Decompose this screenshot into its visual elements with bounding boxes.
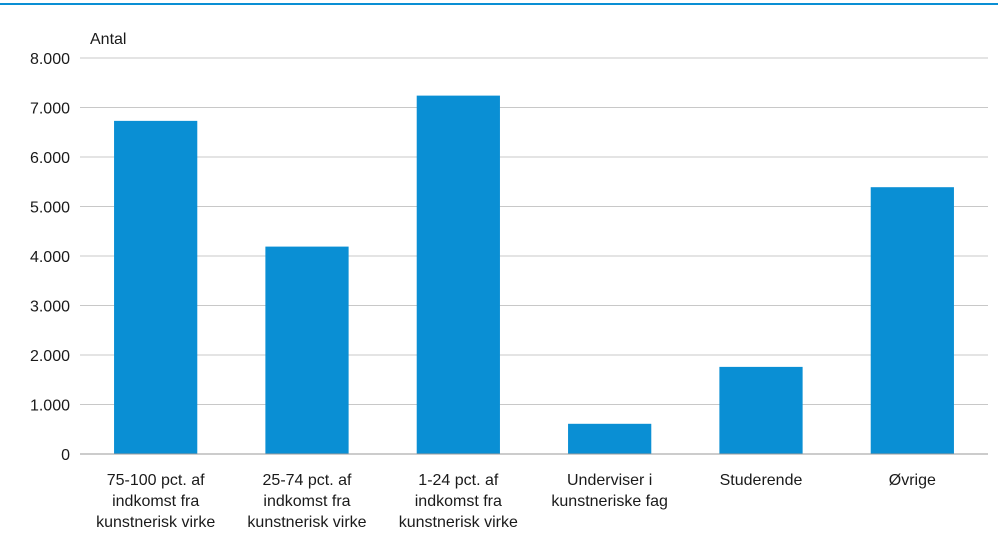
x-tick-label-line: indkomst fra xyxy=(415,493,502,510)
y-tick-label: 1.000 xyxy=(30,398,70,415)
axis-layer: 0 1.000 2.000 3.000 4.000 5.000 6.000 7.000 8.00… xyxy=(30,51,988,531)
x-tick-label: 75-100 pct. af indkomst fra kunstnerisk vi… xyxy=(96,472,215,531)
x-tick-label: 25-74 pct. af indkomst fra kunstnerisk vir… xyxy=(247,472,366,531)
x-tick-label-line: kunstnerisk virke xyxy=(96,514,215,531)
bar xyxy=(870,187,954,454)
x-tick-label: Studerende xyxy=(720,472,803,489)
x-tick-label: 1-24 pct. af indkomst fra kunstnerisk virk… xyxy=(399,472,518,531)
bar xyxy=(416,95,500,455)
x-tick-label-line: indkomst fra xyxy=(112,493,199,510)
y-tick-label: 5.000 xyxy=(30,200,70,217)
x-tick-label-line: kunstnerisk virke xyxy=(399,514,518,531)
x-tick-label-line: Underviser i xyxy=(567,472,652,489)
x-tick-label-line: Studerende xyxy=(720,472,803,489)
y-tick-label: 6.000 xyxy=(30,150,70,167)
x-tick-label-line: Øvrige xyxy=(889,472,936,489)
bar-layer xyxy=(114,95,954,455)
bar xyxy=(719,366,803,454)
grid-layer xyxy=(80,57,988,405)
x-tick-label: Øvrige xyxy=(889,472,936,489)
bar xyxy=(265,246,349,454)
y-tick-label: 0 xyxy=(61,447,70,464)
y-tick-label: 4.000 xyxy=(30,249,70,266)
y-tick-label: 8.000 xyxy=(30,51,70,68)
x-tick-label-line: 75-100 pct. af xyxy=(107,472,205,489)
bar xyxy=(114,120,198,455)
x-tick-label-line: kunstneriske fag xyxy=(551,493,668,510)
bar xyxy=(568,423,652,454)
y-tick-label: 3.000 xyxy=(30,299,70,316)
x-tick-label-line: indkomst fra xyxy=(263,493,350,510)
y-tick-label: 2.000 xyxy=(30,348,70,365)
y-axis-title: Antal xyxy=(90,31,126,48)
x-tick-label-line: 1-24 pct. af xyxy=(418,472,499,489)
x-tick-label: Underviser i kunstneriske fag xyxy=(551,472,668,510)
x-tick-label-line: kunstnerisk virke xyxy=(247,514,366,531)
y-tick-label: 7.000 xyxy=(30,101,70,118)
x-tick-label-line: 25-74 pct. af xyxy=(263,472,353,489)
